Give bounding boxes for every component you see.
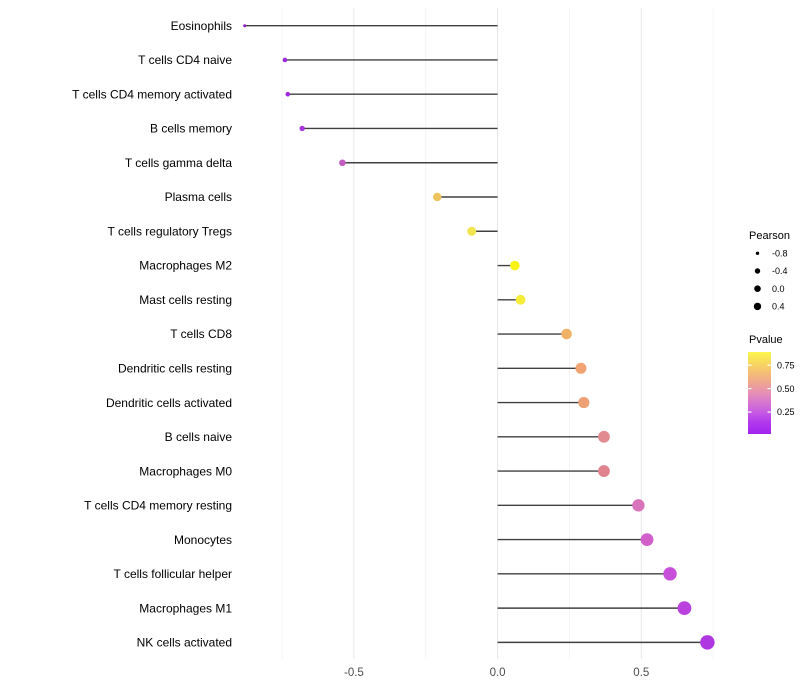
lollipop-dot xyxy=(640,533,654,546)
category-label: Macrophages M1 xyxy=(139,601,232,615)
category-label: B cells naive xyxy=(165,430,233,444)
lollipop-dot xyxy=(598,430,610,443)
color-legend-label: 0.75 xyxy=(777,360,795,370)
lollipop-dot xyxy=(285,91,291,97)
x-tick-label: -0.5 xyxy=(344,667,364,679)
x-axis-group: -0.5 0.0 0.5 xyxy=(344,667,649,679)
lollipop-dot xyxy=(663,567,677,581)
category-label: T cells CD4 memory activated xyxy=(72,87,232,101)
lollipop-dot xyxy=(299,125,305,132)
lollipop-dot xyxy=(578,396,590,409)
lollipop-dot xyxy=(575,362,587,374)
color-legend-title: Pvalue xyxy=(749,334,783,346)
size-legend-key xyxy=(754,268,761,274)
color-legend-label: 0.25 xyxy=(777,407,795,417)
size-legend-key xyxy=(753,302,762,311)
category-label: Plasma cells xyxy=(165,190,232,204)
color-legend-bar xyxy=(748,352,771,434)
lollipop-dot xyxy=(467,226,477,236)
color-legend: Pvalue 0.75 0.50 0.25 xyxy=(748,334,795,434)
dots-group xyxy=(243,24,715,650)
size-legend-title: Pearson xyxy=(749,230,790,242)
lollipop-dot xyxy=(561,328,572,340)
category-label: Mast cells resting xyxy=(139,293,232,307)
size-legend-label: -0.4 xyxy=(772,266,788,276)
lollipop-dot xyxy=(339,159,346,167)
size-legend-key xyxy=(754,285,761,293)
size-legend-label: 0.0 xyxy=(772,284,785,294)
category-label: Dendritic cells activated xyxy=(106,396,232,410)
category-label: T cells CD4 memory resting xyxy=(84,499,232,513)
category-label: Dendritic cells resting xyxy=(118,362,232,376)
lollipop-dot xyxy=(677,601,692,616)
size-legend-key xyxy=(755,251,760,255)
category-label: T cells gamma delta xyxy=(125,156,232,170)
lollipop-dot xyxy=(700,635,715,650)
size-legend-label: 0.4 xyxy=(772,302,785,312)
category-label: T cells CD4 naive xyxy=(138,53,232,67)
size-legend-label: -0.8 xyxy=(772,249,788,259)
lollipop-dot xyxy=(510,260,520,271)
lollipop-dot xyxy=(433,192,442,202)
category-label: T cells regulatory Tregs xyxy=(108,224,233,238)
category-label: Monocytes xyxy=(174,533,232,547)
x-tick-label: 0.5 xyxy=(633,667,649,679)
color-legend-label: 0.50 xyxy=(777,384,795,394)
category-labels-group: Eosinophils T cells CD4 naive T cells CD4 … xyxy=(72,19,232,650)
category-label: T cells CD8 xyxy=(170,327,232,341)
category-label: B cells memory xyxy=(150,122,232,136)
lollipop-dot xyxy=(598,465,610,477)
category-label: Macrophages M2 xyxy=(139,259,232,273)
lollipop-dot xyxy=(515,294,526,305)
category-label: Macrophages M0 xyxy=(139,464,232,478)
size-legend: Pearson -0.8 -0.4 0.0 0.4 xyxy=(749,230,790,312)
category-label: T cells follicular helper xyxy=(114,567,233,581)
lollipop-dot xyxy=(282,57,288,63)
x-tick-label: 0.0 xyxy=(490,667,506,679)
category-label: NK cells activated xyxy=(137,636,232,650)
lollipop-dot xyxy=(632,499,645,512)
stems-group xyxy=(244,25,708,644)
category-label: Eosinophils xyxy=(171,19,232,33)
lollipop-dot xyxy=(243,24,247,28)
